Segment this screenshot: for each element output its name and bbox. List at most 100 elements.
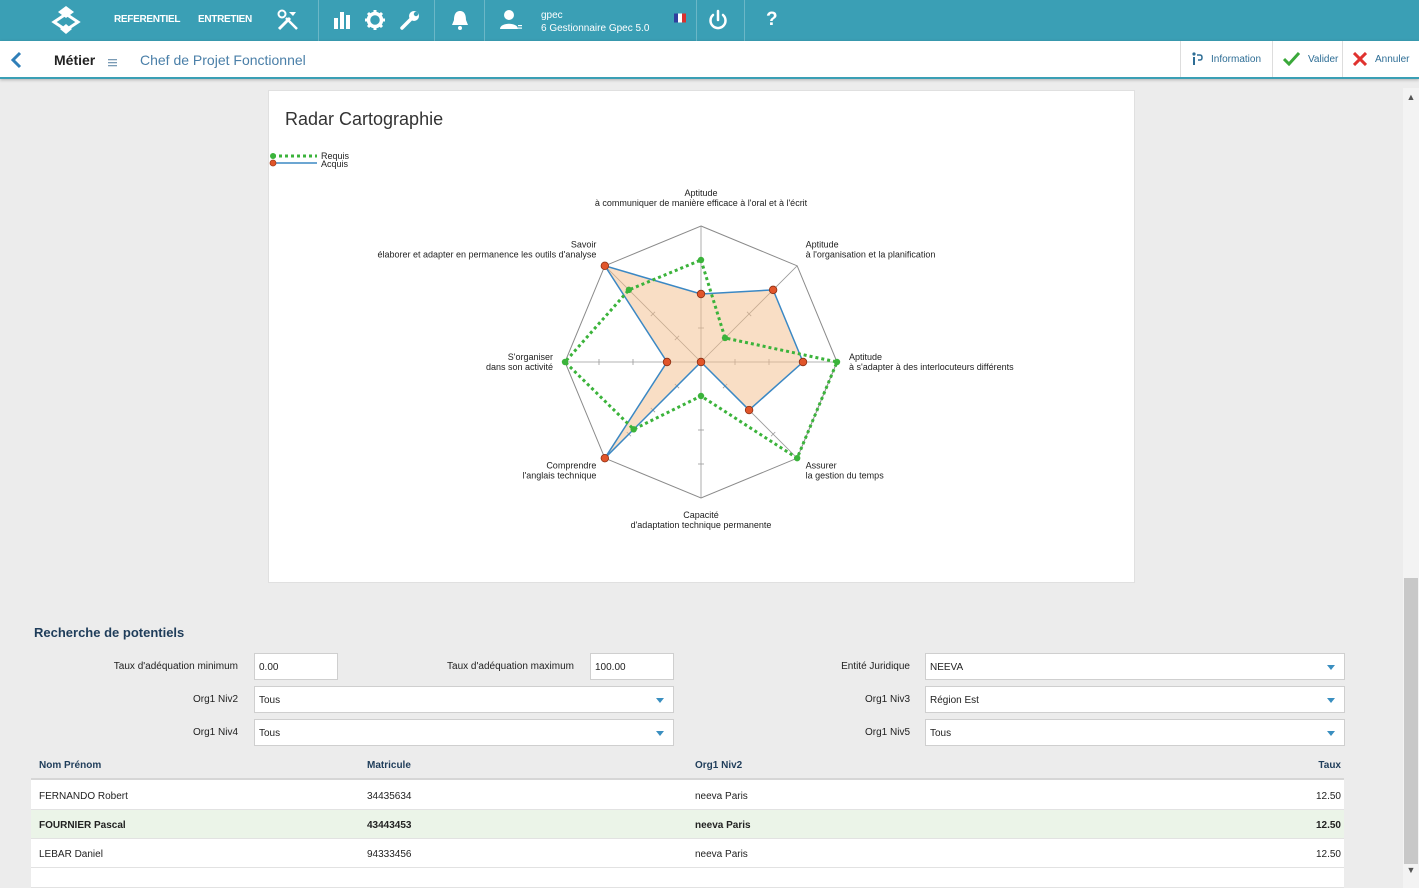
cell-taux: 12.50 [1315, 791, 1341, 802]
dropdown-caret-icon [1327, 698, 1335, 703]
org1niv4-value: Tous [259, 728, 281, 739]
axis-label: Savoir élaborer et adapter en permanence … [377, 239, 596, 259]
validate-button[interactable]: Valider [1272, 41, 1342, 77]
nav-referentiel[interactable]: REFERENTIEL [114, 14, 181, 25]
requis-point [630, 426, 637, 433]
power-icon[interactable] [706, 8, 730, 32]
org1niv5-value: Tous [930, 728, 952, 739]
cell-org1niv2: neeva Paris [695, 820, 751, 831]
results-table: Nom Prénom Matricule Org1 Niv2 Taux FERN… [31, 752, 1344, 888]
acquis-point [798, 357, 808, 367]
org1niv4-label: Org1 Niv4 [192, 727, 238, 738]
requis-point [697, 256, 705, 264]
search-section-title: Recherche de potentiels [34, 625, 185, 640]
legend-marker-acquis [269, 159, 277, 167]
table-row-partial[interactable] [31, 868, 1344, 888]
requis-point [833, 358, 841, 366]
axis-label: Aptitude à l'organisation et la planifica… [806, 239, 936, 259]
french-flag-icon[interactable] [674, 13, 686, 23]
legend-label-requis: Requis [321, 151, 350, 161]
tools-icon[interactable] [276, 8, 300, 32]
axis-label: Assurer la gestion du temps [806, 461, 885, 481]
cell-taux: 12.50 [1315, 820, 1341, 831]
top-navigation-bar: REFERENTIEL ENTRETIEN gp [0, 0, 1419, 41]
chart-legend: Requis Acquis [269, 151, 350, 169]
cell-matricule: 43443453 [367, 820, 412, 831]
column-header-org1niv2[interactable]: Org1 Niv2 [695, 760, 743, 771]
org1niv2-value: Tous [259, 695, 281, 706]
dropdown-caret-icon [1327, 731, 1335, 736]
wrench-icon[interactable] [398, 8, 422, 32]
separator [318, 0, 319, 41]
acquis-point [768, 285, 778, 295]
entite-select[interactable]: NEEVA [925, 653, 1345, 680]
record-header: Métier Chef de Projet Fonctionnel Inform… [0, 41, 1419, 79]
acquis-point [744, 405, 754, 415]
legend-label-acquis: Acquis [321, 159, 349, 169]
requis-point [721, 334, 729, 342]
app-logo-icon[interactable] [50, 4, 82, 36]
column-header-taux[interactable]: Taux [1318, 760, 1341, 771]
separator [744, 0, 745, 41]
org1niv3-select[interactable]: Région Est [925, 686, 1345, 713]
acquis-point [600, 453, 610, 463]
cell-taux: 12.50 [1315, 849, 1341, 860]
scroll-down-icon[interactable]: ▼ [1406, 865, 1416, 875]
user-icon[interactable] [498, 8, 522, 32]
nav-entretien[interactable]: ENTRETIEN [198, 14, 252, 25]
cell-org1niv2: neeva Paris [695, 849, 748, 860]
entite-value: NEEVA [930, 662, 964, 673]
help-icon[interactable]: ? [766, 9, 778, 30]
scroll-up-icon[interactable]: ▲ [1406, 92, 1416, 102]
table-row[interactable]: LEBAR Daniel 94333456 neeva Paris 12.50 [31, 839, 1344, 868]
acquis-point [696, 357, 706, 367]
bell-icon[interactable] [448, 8, 472, 32]
gear-icon[interactable] [363, 8, 387, 32]
entite-label: Entité Juridique [841, 661, 910, 672]
taux-min-input[interactable]: 0.00 [254, 653, 338, 680]
requis-point [625, 286, 633, 294]
information-label: Information [1211, 53, 1262, 65]
table-row-selected[interactable]: FOURNIER Pascal 43443453 neeva Paris 12.… [31, 810, 1344, 839]
requis-point [793, 454, 801, 462]
cell-org1niv2: neeva Paris [695, 791, 748, 802]
cancel-button[interactable]: Annuler [1342, 41, 1419, 77]
cancel-label: Annuler [1375, 53, 1410, 65]
requis-point [697, 392, 705, 400]
field-label-metier: Métier [54, 52, 96, 68]
cell-matricule: 34435634 [367, 791, 412, 802]
dropdown-caret-icon [1327, 665, 1335, 670]
org1niv5-select[interactable]: Tous [925, 719, 1345, 746]
bar-chart-icon[interactable] [330, 8, 354, 32]
menu-lines-icon[interactable] [108, 59, 117, 67]
back-chevron-icon[interactable] [8, 51, 26, 69]
legend-marker-requis [270, 153, 276, 159]
org1niv4-select[interactable]: Tous [254, 719, 674, 746]
cell-matricule: 94333456 [367, 849, 412, 860]
column-header-nom[interactable]: Nom Prénom [39, 760, 102, 771]
table-row[interactable]: FERNANDO Robert 34435634 neeva Paris 12.… [31, 781, 1344, 810]
cell-nom: LEBAR Daniel [39, 849, 103, 860]
column-header-matricule[interactable]: Matricule [367, 760, 411, 771]
axis-label: Aptitude à s'adapter à des interlocuteurs… [849, 352, 1014, 372]
scrollbar-thumb[interactable] [1404, 578, 1418, 864]
information-button[interactable]: Information [1180, 41, 1272, 77]
taux-max-label: Taux d'adéquation maximum [447, 661, 574, 672]
org1niv2-label: Org1 Niv2 [192, 694, 238, 705]
axis-label: Aptitude à communiquer de manière efficac… [595, 188, 808, 208]
info-icon [1192, 52, 1203, 65]
user-name: gpec [541, 10, 563, 21]
table-header: Nom Prénom Matricule Org1 Niv2 Taux [31, 752, 1344, 780]
radar-chart: Requis Acquis Aptitude à communiquer de m… [269, 151, 1014, 530]
validate-label: Valider [1308, 53, 1339, 65]
dropdown-caret-icon [656, 698, 664, 703]
requis-point [561, 358, 569, 366]
taux-max-input[interactable]: 100.00 [590, 653, 674, 680]
metier-value: Chef de Projet Fonctionnel [140, 52, 306, 68]
org1niv2-select[interactable]: Tous [254, 686, 674, 713]
radar-title: Radar Cartographie [285, 109, 444, 129]
axis-label: Capacité d'adaptation technique permanent… [631, 510, 772, 530]
cell-nom: FOURNIER Pascal [39, 820, 126, 831]
taux-min-label: Taux d'adéquation minimum [113, 661, 238, 672]
org1niv5-label: Org1 Niv5 [864, 727, 910, 738]
